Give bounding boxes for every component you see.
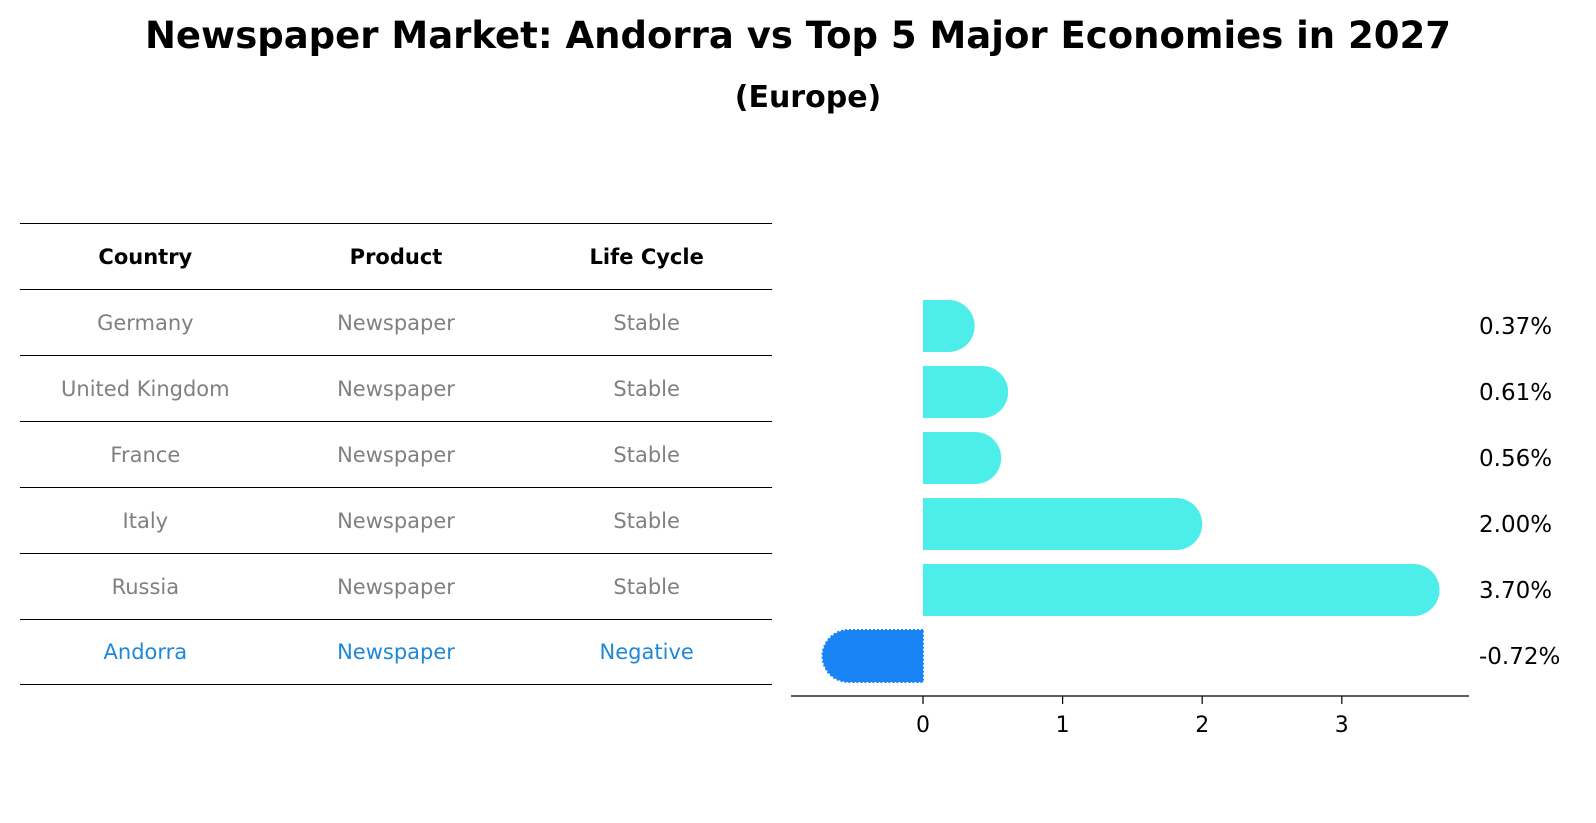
cell-life-cycle: Stable <box>613 376 680 401</box>
table-row: France Newspaper Stable <box>20 421 772 487</box>
x-tick-label: 2 <box>1195 713 1209 738</box>
table-row-highlight: Andorra Newspaper Negative <box>20 619 772 685</box>
x-tick-label: 0 <box>916 713 930 738</box>
header-life-cycle: Life Cycle <box>589 244 704 269</box>
cell-product: Newspaper <box>337 508 455 533</box>
bar <box>923 564 1440 616</box>
cell-country: Russia <box>111 574 180 599</box>
header-product: Product <box>349 244 443 269</box>
bar <box>923 432 1002 484</box>
data-label: 3.70% <box>1479 578 1552 604</box>
data-label: 0.61% <box>1479 380 1552 406</box>
cell-country: Italy <box>122 508 169 533</box>
bar <box>923 366 1009 418</box>
table-row: Italy Newspaper Stable <box>20 487 772 553</box>
data-label: 0.37% <box>1479 314 1552 340</box>
cell-product: Newspaper <box>337 640 455 664</box>
table-row: Russia Newspaper Stable <box>20 553 772 619</box>
cell-product: Newspaper <box>337 442 455 467</box>
cell-country: France <box>110 442 181 467</box>
cell-life-cycle: Stable <box>613 310 680 335</box>
data-label: 2.00% <box>1479 512 1552 538</box>
cell-life-cycle: Stable <box>613 574 680 599</box>
x-tick-label: 3 <box>1335 713 1349 738</box>
table-row: Germany Newspaper Stable <box>20 289 772 355</box>
country-table: Country Product Life Cycle Germany Newsp… <box>20 223 772 685</box>
cell-life-cycle: Negative <box>599 640 694 664</box>
cell-life-cycle: Stable <box>613 442 680 467</box>
bar-negative <box>821 629 924 683</box>
x-tick-label: 1 <box>1056 713 1070 738</box>
cell-country: Germany <box>97 310 194 335</box>
cell-product: Newspaper <box>337 376 455 401</box>
header-country: Country <box>98 244 193 269</box>
chart-subtitle: (Europe) <box>734 80 882 115</box>
data-label: 0.56% <box>1479 446 1552 472</box>
cell-country: United Kingdom <box>61 376 230 401</box>
cell-life-cycle: Stable <box>613 508 680 533</box>
table-row: United Kingdom Newspaper Stable <box>20 355 772 421</box>
table-header-row: Country Product Life Cycle <box>20 223 772 289</box>
cell-product: Newspaper <box>337 310 455 335</box>
chart-title: Newspaper Market: Andorra vs Top 5 Major… <box>144 14 1452 57</box>
cell-country: Andorra <box>103 640 188 664</box>
bar <box>923 300 975 352</box>
data-label: -0.72% <box>1479 644 1560 670</box>
bar <box>923 498 1203 550</box>
cell-product: Newspaper <box>337 574 455 599</box>
